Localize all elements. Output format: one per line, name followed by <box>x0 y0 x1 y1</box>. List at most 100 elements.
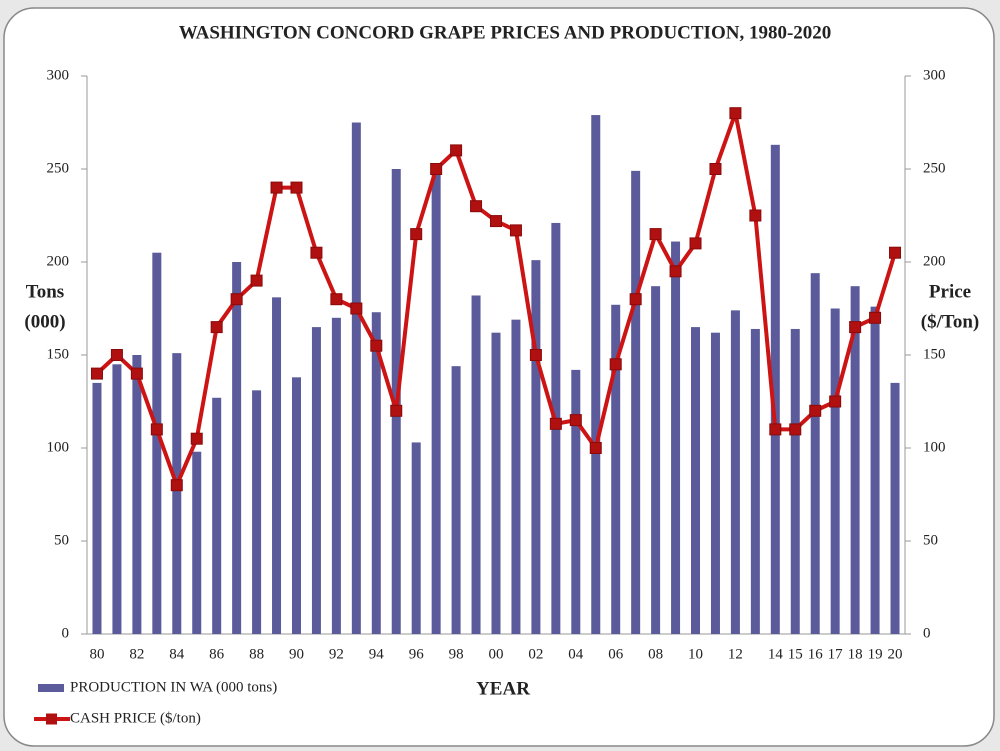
x-tick-label: 15 <box>788 646 803 662</box>
bar <box>671 241 681 635</box>
x-tick-label: 88 <box>249 646 264 662</box>
price-marker <box>529 349 542 361</box>
bar <box>92 382 102 634</box>
y-tick-label: 100 <box>47 439 70 455</box>
bar <box>331 317 341 634</box>
price-marker <box>889 246 902 259</box>
bar <box>730 310 740 634</box>
price-marker <box>669 265 682 278</box>
x-tick-label: 04 <box>568 646 584 662</box>
y-tick-label: 50 <box>54 532 69 548</box>
y2-axis-label: ($/Ton) <box>921 311 979 332</box>
price-marker <box>589 442 602 454</box>
bar <box>870 306 880 634</box>
bar <box>790 328 800 634</box>
price-marker <box>769 423 782 436</box>
price-marker <box>709 163 722 175</box>
bar <box>631 170 641 635</box>
legend-label: PRODUCTION IN WA (000 tons) <box>70 679 277 695</box>
price-marker <box>729 107 742 120</box>
x-tick-label: 90 <box>289 646 304 662</box>
bar <box>651 286 661 634</box>
x-tick-label: 96 <box>409 646 425 662</box>
price-marker <box>150 423 163 436</box>
y-tick-label: 150 <box>47 346 70 362</box>
price-marker <box>689 237 702 250</box>
bar <box>850 286 860 634</box>
x-tick-label: 84 <box>169 646 185 662</box>
price-marker <box>490 215 502 228</box>
bar <box>451 366 461 634</box>
bar <box>152 252 162 634</box>
y2-tick-label: 200 <box>923 253 946 269</box>
bar <box>691 327 701 634</box>
price-marker <box>170 479 183 492</box>
price-marker <box>390 404 403 417</box>
y-axis-label: Tons <box>26 281 64 302</box>
bar <box>531 260 541 634</box>
price-marker <box>430 163 443 175</box>
x-tick-label: 18 <box>848 646 863 662</box>
x-tick-label: 94 <box>369 646 385 662</box>
price-marker <box>250 274 263 287</box>
y2-tick-label: 300 <box>923 67 946 83</box>
x-tick-label: 86 <box>209 646 225 662</box>
price-marker <box>210 321 223 334</box>
price-marker <box>609 358 622 371</box>
bar <box>291 377 301 634</box>
price-marker <box>749 209 762 222</box>
x-tick-label: 06 <box>608 646 624 662</box>
bar <box>830 308 840 634</box>
bar <box>232 262 242 634</box>
x-tick-label: 19 <box>868 646 883 662</box>
bar <box>471 295 481 634</box>
x-tick-label: 17 <box>828 646 844 662</box>
price-marker <box>809 404 822 417</box>
bar <box>112 364 122 634</box>
x-tick-label: 02 <box>528 646 543 662</box>
bar <box>511 319 521 634</box>
bar <box>431 169 441 634</box>
price-marker <box>789 423 802 436</box>
bar <box>571 369 581 634</box>
bar <box>770 144 780 634</box>
bar <box>491 332 501 634</box>
price-marker <box>90 367 103 380</box>
x-axis-label: YEAR <box>476 678 530 699</box>
bar <box>132 355 142 634</box>
price-marker <box>649 228 662 241</box>
bar <box>591 115 601 634</box>
price-marker <box>410 228 423 241</box>
price-marker <box>569 414 582 427</box>
price-marker <box>270 181 283 194</box>
y2-tick-label: 0 <box>923 625 931 641</box>
bar <box>810 273 820 634</box>
x-tick-label: 98 <box>449 646 464 662</box>
x-tick-label: 00 <box>489 646 504 662</box>
price-marker <box>330 293 343 306</box>
price-marker <box>450 144 463 157</box>
x-tick-label: 16 <box>808 646 824 662</box>
y2-tick-label: 150 <box>923 346 946 362</box>
price-marker <box>470 200 483 213</box>
x-tick-label: 20 <box>888 646 903 662</box>
x-tick-label: 08 <box>648 646 663 662</box>
price-marker <box>509 224 522 237</box>
price-marker <box>849 321 862 334</box>
price-marker <box>230 293 243 306</box>
price-marker <box>629 293 642 306</box>
bar <box>272 297 282 634</box>
legend-swatch <box>46 713 57 725</box>
bar <box>192 451 202 634</box>
x-tick-label: 92 <box>329 646 344 662</box>
bar <box>311 327 321 634</box>
price-marker <box>290 181 303 194</box>
y2-tick-label: 250 <box>923 160 946 176</box>
y-tick-label: 200 <box>47 253 70 269</box>
price-marker <box>110 349 123 361</box>
legend-swatch <box>38 684 64 692</box>
y2-tick-label: 100 <box>923 439 946 455</box>
x-tick-label: 10 <box>688 646 703 662</box>
bar <box>371 312 381 634</box>
